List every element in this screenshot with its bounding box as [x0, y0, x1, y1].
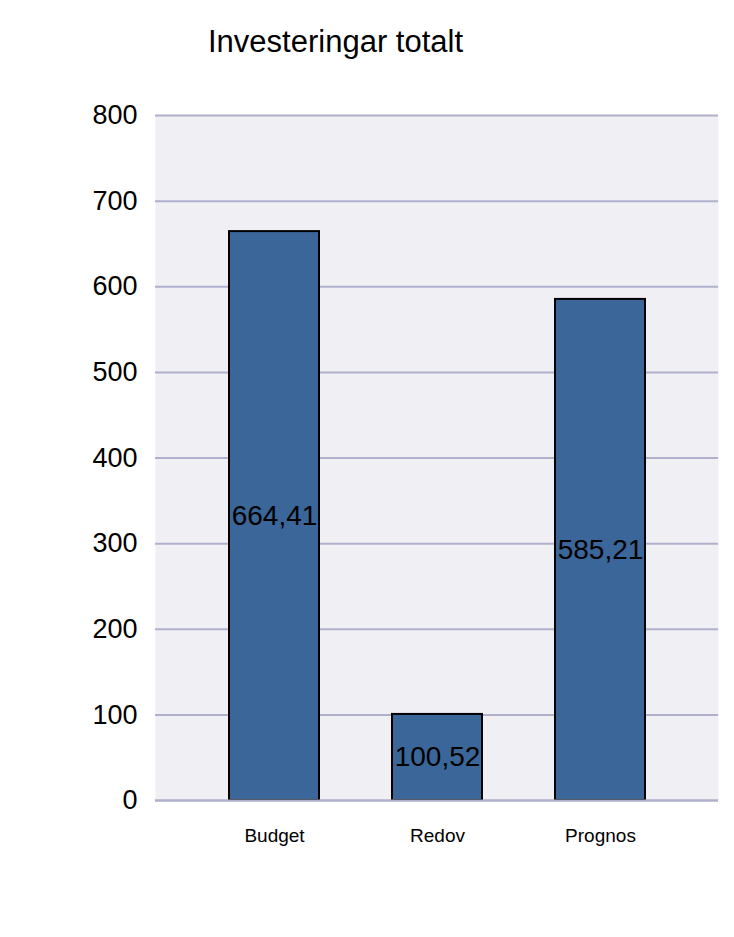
svg-text:664,41: 664,41	[232, 500, 318, 531]
svg-text:600: 600	[92, 271, 137, 301]
svg-text:585,21: 585,21	[558, 534, 644, 565]
svg-text:700: 700	[92, 186, 137, 216]
svg-text:0: 0	[122, 785, 137, 815]
svg-text:Budget: Budget	[244, 825, 305, 846]
svg-text:Redov: Redov	[410, 825, 465, 846]
svg-text:200: 200	[92, 614, 137, 644]
svg-text:300: 300	[92, 528, 137, 558]
svg-text:800: 800	[92, 100, 137, 130]
svg-text:400: 400	[92, 443, 137, 473]
svg-text:500: 500	[92, 357, 137, 387]
html-text:Investeringar totalt: Investeringar totalt	[208, 24, 463, 59]
svg-text:100: 100	[92, 700, 137, 730]
svg-text:Prognos: Prognos	[565, 825, 636, 846]
svg-text:100,52: 100,52	[395, 741, 481, 772]
